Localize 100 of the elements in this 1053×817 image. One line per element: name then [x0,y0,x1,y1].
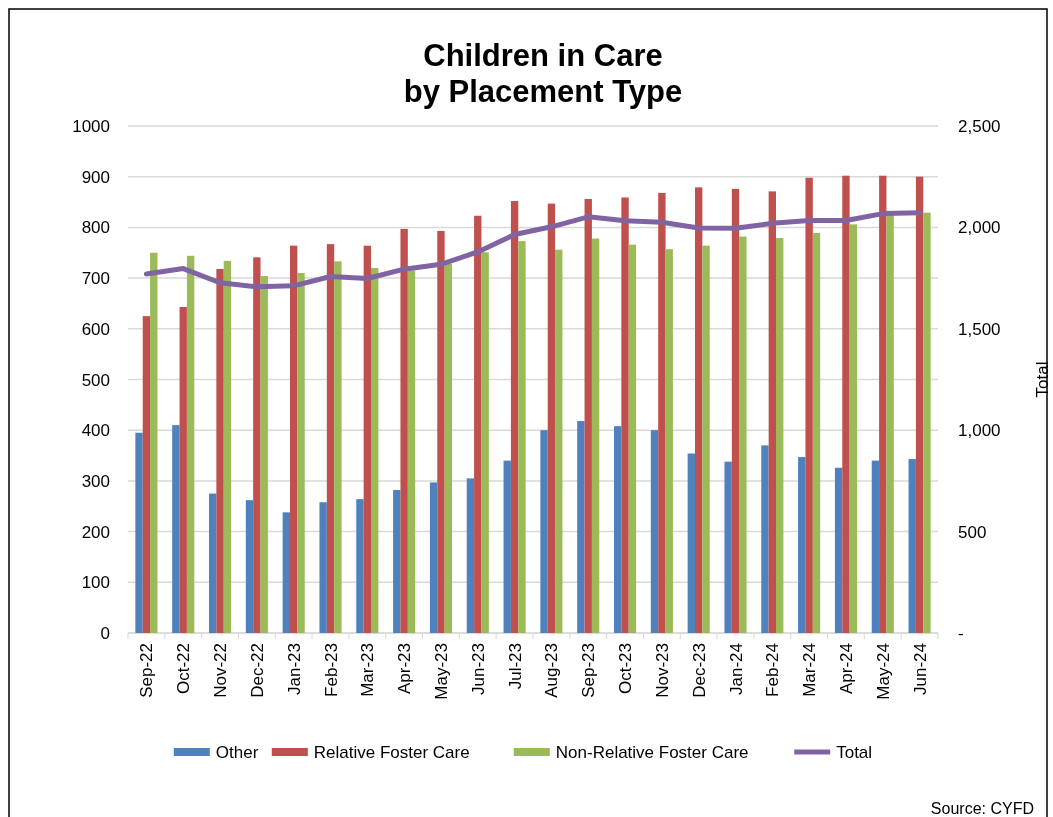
bar [687,453,695,633]
chart-title: Children in Care by Placement Type [403,38,683,109]
bar [842,175,850,633]
x-tick-label: Apr-24 [836,643,856,695]
y2-tick-label: 2,000 [958,218,1001,238]
bar [400,228,408,633]
y2-tick-label: - [958,624,964,643]
bar [540,430,548,633]
bar [223,260,232,633]
x-tick-label: Dec-22 [247,643,267,698]
bar [665,249,673,633]
bar [621,197,629,633]
bar [186,255,195,633]
bar [253,257,261,633]
x-tick-label: Mar-24 [800,643,820,697]
x-tick-label: Jun-23 [468,643,488,695]
x-tick-label: Feb-23 [321,643,341,697]
bar [334,261,342,633]
bar [172,425,180,633]
bar [768,191,776,633]
bar [547,203,556,633]
x-tick-label: May-23 [431,643,451,700]
bar [798,457,806,633]
bar [260,276,268,633]
x-tick-label: Nov-23 [652,643,672,698]
x-tick-label: Sep-22 [137,643,157,698]
bar [282,512,290,633]
bar [849,224,857,633]
bar [135,432,143,633]
bar [437,230,445,633]
bar [908,459,916,633]
legend-label: Non-Relative Foster Care [555,743,749,762]
bar [245,500,254,633]
bar [650,430,659,633]
y-tick-label: 900 [81,167,110,187]
bar [591,238,600,633]
y2-tick-label: 1,500 [958,319,1001,339]
y2-tick-label: 1,000 [958,421,1001,441]
bar [209,493,217,633]
y-tick-label: 800 [81,218,110,238]
bar [363,245,371,633]
bar [739,236,747,633]
y2-axis-title: Total [1033,361,1052,398]
bar [518,241,526,633]
bar [503,460,511,633]
legend-label: Relative Foster Care [313,743,470,762]
x-tick-label: Oct-22 [174,643,194,695]
bar [216,268,224,633]
bar [577,421,585,633]
bar [555,249,563,633]
bar [407,270,416,633]
bar [584,199,592,633]
y-tick-label: 700 [81,269,110,289]
bar [393,490,401,633]
bar [297,273,305,633]
bar [761,445,769,633]
x-tick-label: Aug-23 [542,643,562,698]
bar [356,499,364,633]
bar [614,426,622,633]
x-tick-label: Jul-23 [505,643,525,690]
y-tick-label: 400 [81,421,110,441]
x-tick-label: Sep-23 [579,643,599,698]
bar [731,188,740,633]
legend-label: Other [215,743,259,762]
bar [628,244,637,633]
bar [290,245,298,633]
bar [466,478,475,633]
bar [429,482,438,633]
bar [724,461,732,633]
bar [805,177,813,633]
y-tick-label: 300 [81,471,110,491]
bar [871,460,880,633]
bar [923,212,931,633]
source-note: Source: CYFD [930,800,1034,817]
bar [371,267,379,633]
x-tick-label: Feb-24 [763,643,783,697]
bar [179,307,187,633]
bar [142,316,151,633]
y-tick-label: 600 [81,319,110,339]
bar [481,252,489,633]
bar [879,175,887,633]
bar [776,238,784,633]
x-tick-label: Nov-22 [211,643,231,698]
x-tick-label: Oct-23 [616,643,636,695]
bar [319,502,327,633]
y-tick-label: 200 [81,522,110,542]
bar [812,232,821,633]
y-tick-label: 100 [81,573,110,593]
bar [658,192,666,633]
bar [886,214,894,633]
x-tick-label: Jan-24 [726,643,746,695]
bar [695,187,703,633]
y2-tick-label: 2,500 [958,117,1001,136]
x-tick-label: May-24 [873,643,893,700]
y-tick-label: 1000 [72,117,110,136]
bar [326,244,335,633]
y-tick-label: 0 [100,624,110,643]
bar [702,245,710,633]
bar [474,215,482,633]
bar [915,176,924,633]
